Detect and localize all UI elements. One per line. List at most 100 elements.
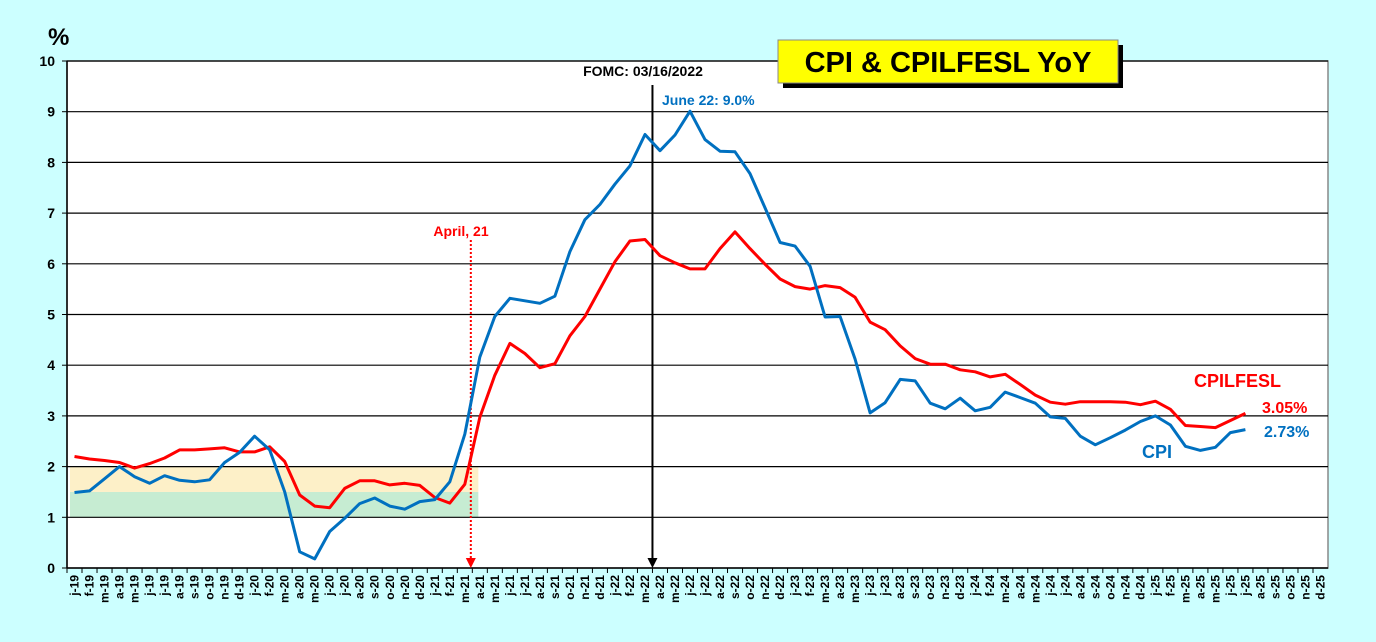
fomc-label: FOMC: 03/16/2022: [583, 63, 703, 79]
x-tick-label: j-25: [1223, 575, 1237, 597]
cpilfesl-series-label: CPILFESL: [1194, 371, 1281, 391]
x-tick-label: d-19: [233, 575, 247, 600]
x-tick-label: m-20: [308, 575, 322, 603]
x-tick-label: j-22: [698, 575, 712, 597]
x-tick-label: j-19: [143, 575, 157, 597]
x-tick-label: m-21: [488, 575, 502, 603]
x-tick-label: o-19: [203, 575, 217, 600]
x-tick-label: m-19: [128, 575, 142, 603]
chart-title: CPI & CPILFESL YoY: [805, 47, 1092, 79]
x-tick-label: j-25: [1238, 575, 1252, 597]
x-tick-label: a-21: [473, 575, 487, 599]
x-tick-label: d-23: [953, 575, 967, 600]
x-tick-label: j-23: [863, 575, 877, 597]
x-tick-label: a-21: [533, 575, 547, 599]
x-tick-label: j-21: [503, 575, 517, 597]
x-tick-label: s-22: [728, 575, 742, 599]
cpi-series-label: CPI: [1142, 442, 1172, 462]
x-tick-label: a-22: [653, 575, 667, 599]
x-axis-ticks: j-19 f-19 m-19 a-19 m-19 j-19 j-19 a-19 s-19 o-19…: [66, 567, 1328, 603]
x-tick-label: a-23: [833, 575, 847, 599]
x-tick-label: m-25: [1208, 575, 1222, 603]
x-tick-label: m-22: [638, 575, 652, 603]
x-tick-label: s-24: [1088, 575, 1102, 599]
x-tick-label: a-20: [353, 575, 367, 599]
chart-title-box: CPI & CPILFESL YoY: [777, 39, 1123, 88]
cpi-end-label: 2.73%: [1264, 424, 1309, 441]
x-tick-label: n-24: [1118, 575, 1132, 600]
x-tick-label: j-23: [878, 575, 892, 597]
x-tick-label: m-22: [668, 575, 682, 603]
series-lines: [74, 109, 1247, 561]
x-tick-label: s-23: [908, 575, 922, 599]
x-tick-label: a-24: [1073, 575, 1087, 599]
x-tick-label: j-20: [338, 575, 352, 597]
x-tick-label: o-22: [743, 575, 757, 600]
x-tick-label: a-19: [173, 575, 187, 599]
x-tick-label: d-24: [1133, 575, 1147, 600]
y-tick-label: 1: [47, 509, 55, 525]
x-tick-label: m-23: [818, 575, 832, 603]
x-tick-label: j-24: [1058, 575, 1072, 597]
y-tick-label: 2: [47, 459, 55, 475]
y-tick-label: 7: [47, 205, 55, 221]
x-tick-label: m-25: [1178, 575, 1192, 603]
x-tick-label: n-21: [578, 575, 592, 600]
x-tick-label: f-24: [983, 575, 997, 597]
y-tick-label: 3: [47, 408, 55, 424]
x-tick-label: m-20: [278, 575, 292, 603]
x-tick-label: d-21: [593, 575, 607, 600]
x-tick-label: j-23: [788, 575, 802, 597]
x-tick-label: s-21: [548, 575, 562, 599]
x-tick-label: a-19: [113, 575, 127, 599]
x-tick-label: j-25: [1148, 575, 1162, 597]
x-tick-label: n-25: [1298, 575, 1312, 600]
x-tick-label: f-21: [443, 575, 457, 597]
x-tick-label: m-23: [848, 575, 862, 603]
x-tick-label: m-21: [458, 575, 472, 603]
x-tick-label: o-24: [1103, 575, 1117, 600]
x-tick-label: a-24: [1013, 575, 1027, 599]
series-line-cpilfesl: [74, 230, 1247, 510]
y-axis-ticks: 0 1 2 3 4 5 6 7 8 9 10: [39, 53, 68, 576]
x-tick-label: n-22: [758, 575, 772, 600]
x-tick-label: f-25: [1163, 575, 1177, 597]
y-axis-label: %: [48, 24, 69, 51]
x-tick-label: n-19: [218, 575, 232, 600]
peak-label: June 22: 9.0%: [662, 92, 755, 108]
x-tick-label: s-20: [368, 575, 382, 599]
x-tick-label: o-21: [563, 575, 577, 600]
y-tick-label: 6: [47, 256, 55, 272]
x-tick-label: j-22: [683, 575, 697, 597]
x-tick-label: m-24: [1028, 575, 1042, 603]
x-tick-label: d-20: [413, 575, 427, 600]
x-tick-label: j-22: [608, 575, 622, 597]
april21-arrow-icon: [465, 558, 476, 568]
x-tick-label: n-20: [398, 575, 412, 600]
x-tick-label: a-23: [893, 575, 907, 599]
fomc-arrow-icon: [647, 558, 658, 568]
cpilfesl-end-label: 3.05%: [1262, 400, 1307, 417]
x-tick-label: j-21: [428, 575, 442, 597]
april21-label: April, 21: [433, 223, 488, 239]
x-tick-label: f-20: [263, 575, 277, 597]
x-tick-label: o-23: [923, 575, 937, 600]
x-tick-label: n-23: [938, 575, 952, 600]
target-bands: [70, 466, 479, 518]
y-tick-label: 9: [47, 104, 55, 120]
y-tick-label: 8: [47, 154, 55, 170]
x-tick-label: j-20: [323, 575, 337, 597]
series-line-cpi: [74, 109, 1246, 561]
x-tick-label: j-20: [248, 575, 262, 597]
x-tick-label: j-24: [1043, 575, 1057, 597]
x-tick-label: a-20: [293, 575, 307, 599]
x-tick-label: j-19: [158, 575, 172, 597]
x-tick-label: o-25: [1283, 575, 1297, 600]
x-tick-label: f-23: [803, 575, 817, 597]
x-tick-label: a-25: [1253, 575, 1267, 599]
x-tick-label: m-24: [998, 575, 1012, 603]
x-tick-label: f-22: [623, 575, 637, 597]
x-tick-label: j-19: [68, 575, 82, 597]
x-tick-label: j-24: [968, 575, 982, 597]
